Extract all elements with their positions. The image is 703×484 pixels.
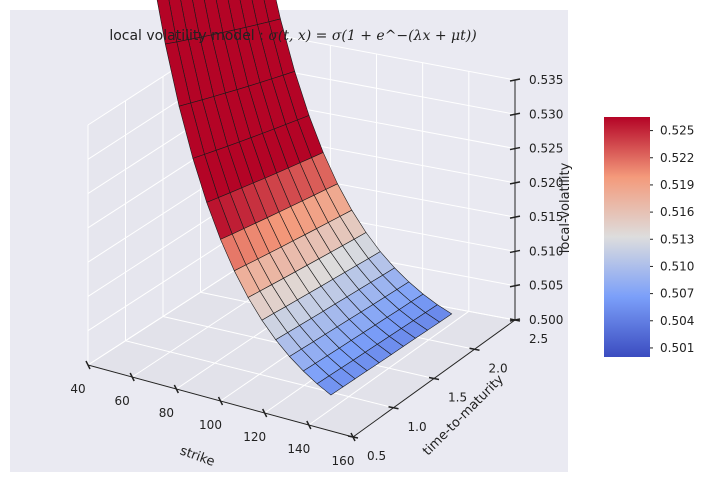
- z-tick-mark: [509, 146, 521, 151]
- z-tick-mark: [509, 181, 521, 185]
- colorbar-tick-label: 0.516: [660, 205, 694, 219]
- floor-grid-y: [125, 340, 394, 409]
- x-tick-label: 100: [199, 418, 222, 432]
- colorbar-tick-label: 0.522: [660, 151, 694, 165]
- x-tick-label: 80: [159, 406, 174, 420]
- colorbar-tick-label: 0.513: [660, 232, 694, 246]
- z-tick-mark: [509, 249, 521, 254]
- x-tick-mark: [217, 396, 224, 406]
- z-tick-label: 0.505: [529, 279, 563, 293]
- colorbar-tick-label: 0.507: [660, 287, 694, 301]
- z-tick-label: 0.515: [529, 210, 563, 224]
- colorbar-tick-label: 0.501: [660, 341, 694, 355]
- tick-labels: 40 60 80 100 120 140 160 0.5 1.0 1.5 2.0 2.5 0.500 0.…: [70, 73, 563, 468]
- x-tick-mark: [173, 384, 180, 394]
- x-tick-label: 120: [243, 430, 266, 444]
- x-tick-mark: [306, 420, 312, 430]
- colorbar-tick-label: 0.525: [660, 124, 694, 138]
- z-tick-mark: [509, 78, 521, 82]
- axis-lines: [85, 78, 521, 442]
- y-tick-mark: [469, 347, 480, 351]
- z-tick-label: 0.520: [529, 176, 563, 190]
- x-tick-label: 160: [332, 454, 355, 468]
- chart-title-formula: σ(t, x) = σ(1 + e^−(λx + μt)): [268, 28, 476, 44]
- colorbar-tick-label: 0.504: [660, 314, 694, 328]
- x-tick-label: 60: [115, 394, 130, 408]
- y-tick-label: 2.5: [529, 332, 548, 346]
- chart-title: local volatility model : σ(t, x) = σ(1 +…: [109, 28, 476, 44]
- z-tick-mark: [509, 318, 521, 322]
- y-tick-mark: [347, 435, 359, 439]
- z-tick-label: 0.500: [529, 313, 563, 327]
- y-tick-label: 1.0: [408, 420, 427, 434]
- x-tick-mark: [261, 408, 268, 418]
- colorbar-tick-label: 0.510: [660, 259, 694, 273]
- x-tick-mark: [129, 372, 135, 382]
- colorbar-tick-label: 0.519: [660, 178, 694, 192]
- x-tick-mark: [85, 360, 91, 370]
- y-tick-label: 0.5: [367, 449, 386, 463]
- left-grid-z: [87, 267, 239, 366]
- y-tick-label: 1.5: [448, 391, 467, 405]
- colorbar-ticks: 0.501 0.504 0.507 0.510 0.513 0.516 0.519 0.522…: [650, 124, 694, 355]
- y-tick-mark: [388, 406, 399, 410]
- z-tick-mark: [509, 112, 521, 117]
- left-grid-z: [87, 233, 239, 332]
- z-tick-label: 0.525: [529, 142, 563, 156]
- x-tick-label: 40: [70, 382, 85, 396]
- x-tick-label: 140: [287, 442, 310, 456]
- y-tick-label: 2.0: [489, 361, 508, 375]
- surface-mesh: [156, 0, 453, 396]
- colorbar: [604, 117, 650, 357]
- y-tick-mark: [428, 376, 440, 381]
- chart-title-prefix: local volatility model :: [109, 28, 268, 44]
- z-tick-mark: [509, 215, 521, 219]
- z-axis-label: local-volatility: [558, 162, 573, 253]
- z-tick-mark: [509, 283, 521, 288]
- z-tick-label: 0.510: [529, 244, 563, 258]
- z-tick-label: 0.535: [529, 73, 563, 87]
- surface-patch: [316, 375, 344, 396]
- z-tick-label: 0.530: [529, 107, 563, 121]
